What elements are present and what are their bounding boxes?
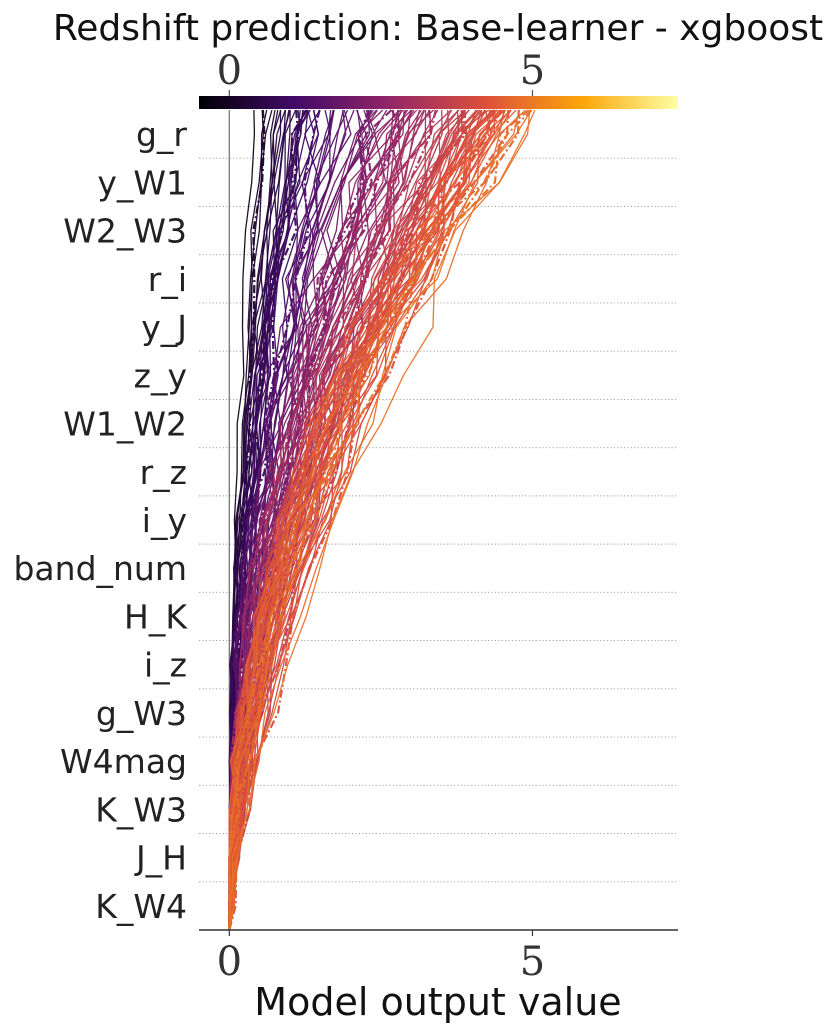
feature-label: W4mag bbox=[60, 742, 187, 781]
bottom-tick-label: 0 bbox=[217, 939, 242, 985]
feature-label: i_y bbox=[142, 501, 187, 540]
chart-title: Redshift prediction: Base-learner - xgbo… bbox=[53, 8, 823, 49]
feature-label: W1_W2 bbox=[63, 405, 187, 444]
decision-path bbox=[228, 109, 530, 931]
feature-label: i_z bbox=[144, 646, 187, 685]
top-tick-label: 0 bbox=[217, 48, 242, 94]
decision-path bbox=[228, 109, 510, 931]
feature-label: W2_W3 bbox=[63, 212, 187, 251]
decision-path bbox=[228, 109, 503, 930]
decision-path bbox=[228, 109, 533, 931]
feature-label: r_i bbox=[148, 260, 187, 299]
decision-path bbox=[228, 109, 492, 931]
decision-path bbox=[228, 109, 533, 930]
decision-path bbox=[228, 109, 531, 930]
decision-path bbox=[228, 109, 511, 931]
decision-paths bbox=[228, 109, 536, 931]
feature-label: g_W3 bbox=[96, 694, 187, 733]
feature-label: r_z bbox=[140, 453, 187, 492]
feature-label: z_y bbox=[134, 356, 187, 395]
bottom-tick-label: 5 bbox=[520, 939, 545, 985]
top-tick-label: 5 bbox=[520, 48, 545, 94]
decision-path bbox=[228, 109, 517, 930]
feature-label: K_W3 bbox=[95, 790, 187, 829]
x-axis-label: Model output value bbox=[254, 980, 621, 1024]
feature-labels: g_r y_W1 W2_W3 r_i y_J z_y W1_W2 r_z i_y band_num… bbox=[13, 115, 188, 926]
feature-label: y_J bbox=[141, 308, 187, 347]
decision-path bbox=[228, 109, 432, 930]
colorbar bbox=[199, 96, 678, 109]
feature-label: y_W1 bbox=[97, 163, 187, 202]
feature-label: H_K bbox=[124, 597, 188, 636]
feature-label: g_r bbox=[136, 115, 187, 154]
feature-label: band_num bbox=[13, 549, 187, 588]
decision-path bbox=[228, 109, 520, 931]
feature-label: K_W4 bbox=[95, 887, 187, 926]
decision-path bbox=[228, 109, 536, 931]
decision-path bbox=[228, 109, 496, 930]
feature-label: J_H bbox=[134, 839, 187, 878]
